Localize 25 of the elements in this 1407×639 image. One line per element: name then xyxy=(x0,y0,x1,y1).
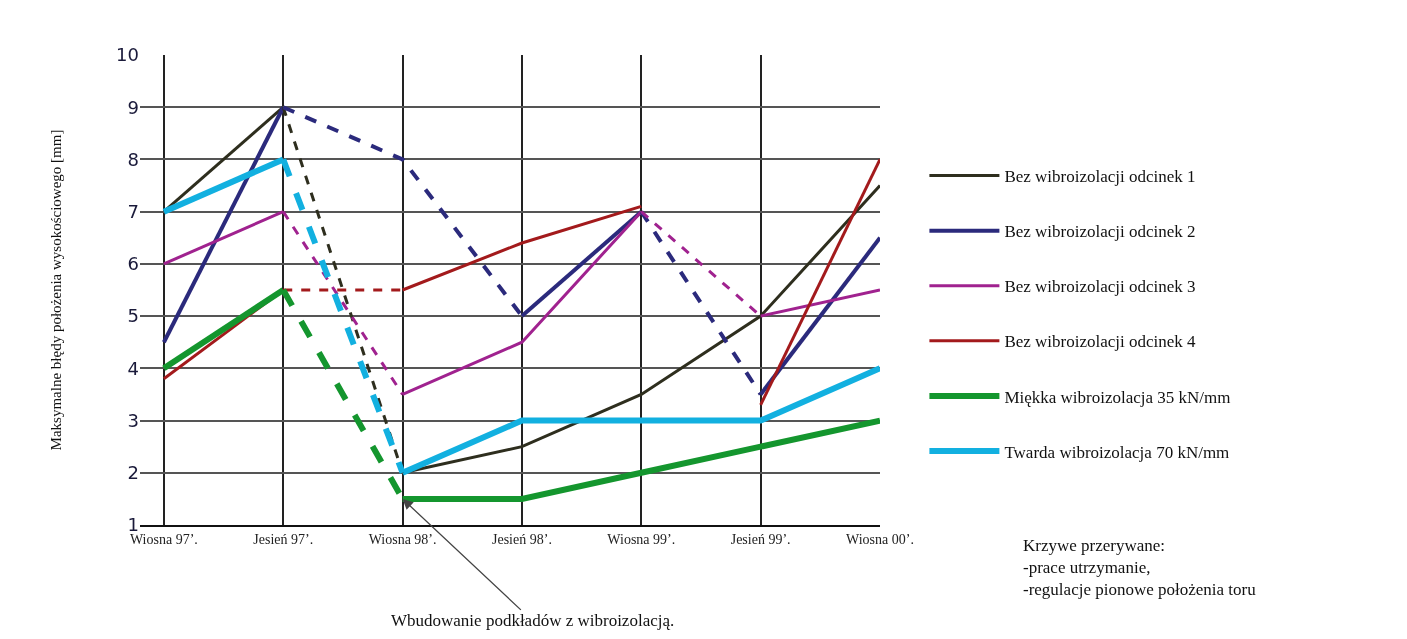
x-tick-label: Jesień 99’. xyxy=(730,531,791,547)
legend-label: Bez wibroizolacji odcinek 1 xyxy=(1004,167,1196,187)
x-tick-label: Wiosna 99’. xyxy=(607,531,676,547)
y-axis-title: Maksymalne błędy położenia wysokościowego [mm] xyxy=(48,129,65,451)
x-tick-label: Wiosna 98’. xyxy=(368,531,437,547)
text: Krzywe przerywane: -prace utrzymanie, -regulacje pionowe położenia toru xyxy=(1023,536,1257,600)
legend-label: Bez wibroizolacji odcinek 2 xyxy=(1004,222,1196,242)
y-tick-label: 9 xyxy=(127,96,139,118)
y-tick-label: 4 xyxy=(127,357,139,379)
x-tick-label: Wiosna 97’. xyxy=(129,531,198,547)
legend-label: Twarda wibroizolacja 70 kN/mm xyxy=(1004,442,1230,462)
x-tick-label: Wiosna 00’. xyxy=(846,531,914,547)
y-tick-label: 10 xyxy=(116,44,139,66)
x-tick-label: Jesień 98’. xyxy=(491,531,552,547)
y-tick-label: 3 xyxy=(127,409,139,431)
annotation: Wbudowanie podkładów z wibroizolacją. xyxy=(391,611,675,630)
legend-label: Bez wibroizolacji odcinek 3 xyxy=(1004,277,1196,297)
y-tick-label: 7 xyxy=(127,200,139,222)
y-tick-label: 6 xyxy=(127,253,139,275)
x-tick-label: Jesień 97’. xyxy=(253,531,314,547)
y-tick-label: 8 xyxy=(127,148,139,170)
y-tick-label: 2 xyxy=(127,462,139,484)
y-tick-label: 5 xyxy=(127,305,139,327)
legend-label: Bez wibroizolacji odcinek 4 xyxy=(1004,332,1197,352)
legend-label: Miękka wibroizolacja 35 kN/mm xyxy=(1004,387,1231,407)
